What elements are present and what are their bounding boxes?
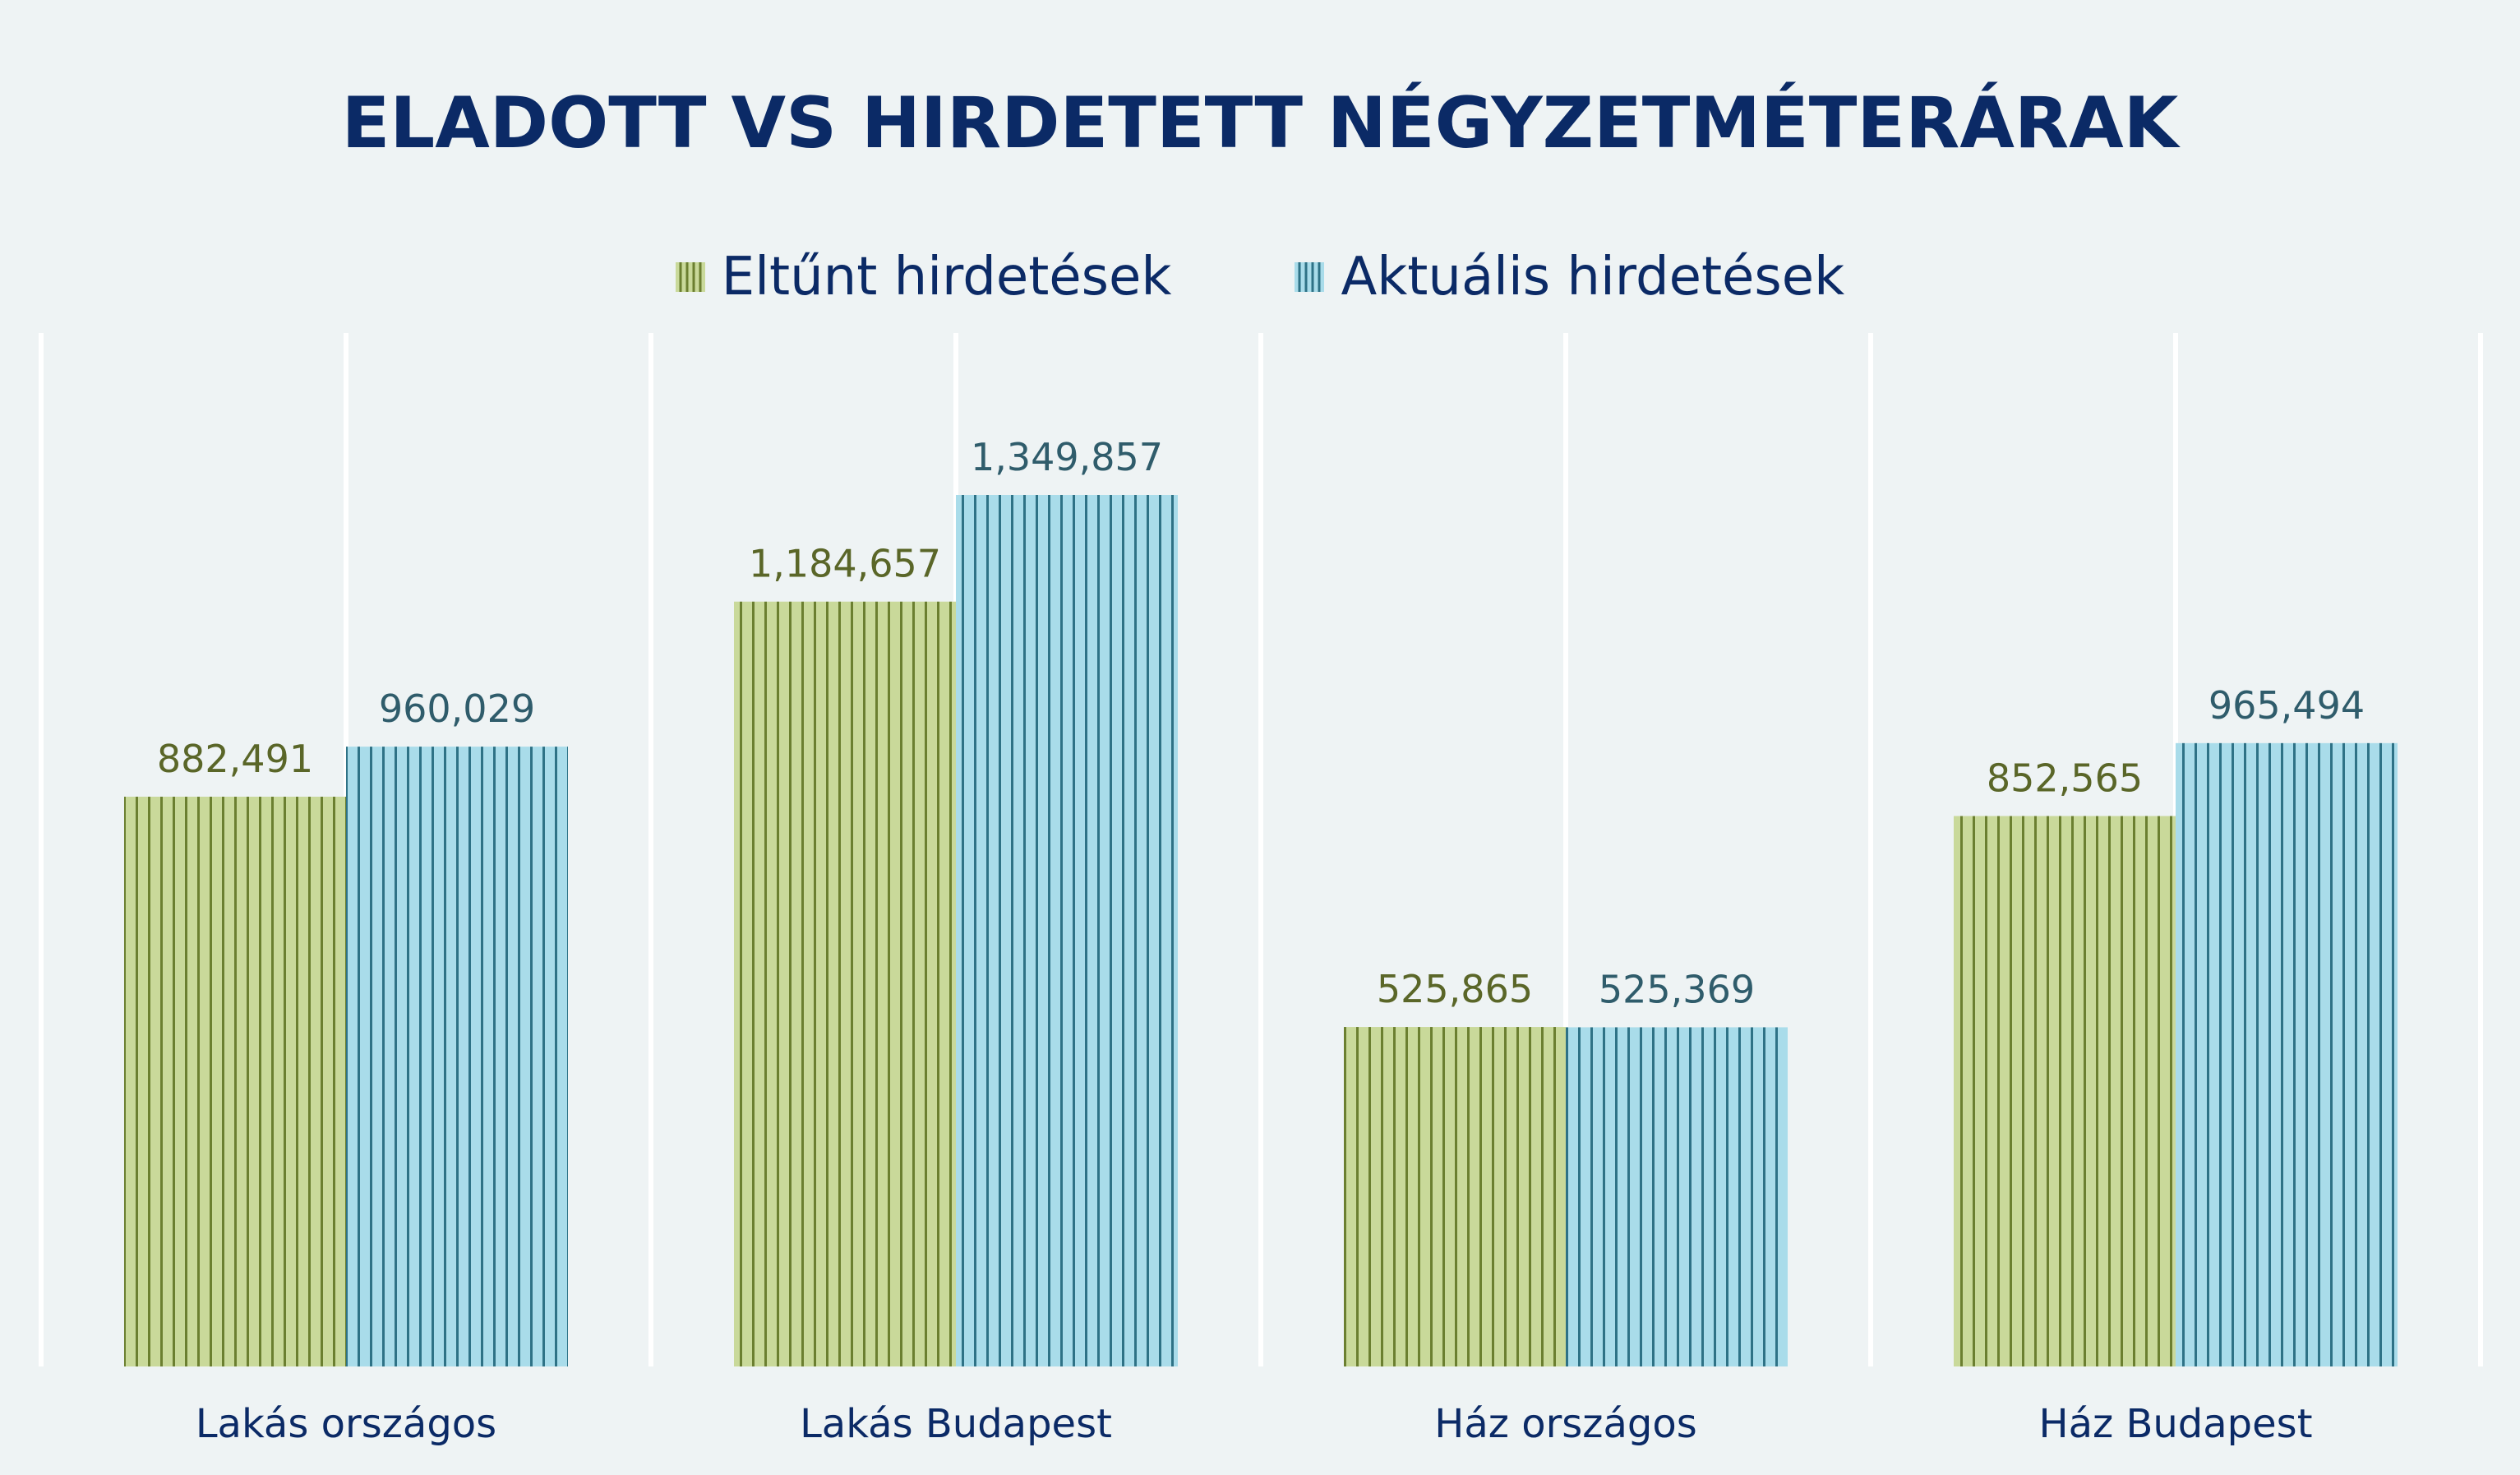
legend-swatch-eltunt	[675, 262, 705, 292]
legend-label-aktualis: Aktuális hirdetések	[1341, 247, 1845, 307]
bar-aktualis-3	[1566, 1027, 1788, 1366]
chart-title: ELADOTT VS HIRDETETT NÉGYZETMÉTERÁRAK	[341, 82, 2179, 164]
legend-swatch-aktualis	[1295, 262, 1325, 292]
data-label-aktualis-4: 965,494	[2208, 683, 2365, 728]
x-tick-label-4: Ház Budapest	[2038, 1401, 2312, 1447]
x-tick-label-2: Lakás Budapest	[800, 1401, 1112, 1447]
legend: Eltűnt hirdetések Aktuális hirdetések	[0, 247, 2520, 307]
bar-eltunt-2	[734, 601, 956, 1366]
bar-aktualis-2	[956, 495, 1178, 1366]
bar-eltunt-4	[1954, 816, 2176, 1366]
data-label-aktualis-3: 525,369	[1599, 967, 1755, 1011]
legend-item-eltunt: Eltűnt hirdetések	[675, 247, 1172, 307]
bar-eltunt-1	[124, 797, 346, 1366]
legend-label-eltunt: Eltűnt hirdetések	[721, 247, 1172, 307]
x-tick-label-3: Ház országos	[1434, 1401, 1697, 1447]
x-tick-label-1: Lakás országos	[196, 1401, 496, 1447]
bar-aktualis-1	[346, 747, 568, 1366]
data-label-eltunt-3: 525,865	[1377, 967, 1533, 1011]
data-label-eltunt-4: 852,565	[1987, 756, 2143, 801]
legend-item-aktualis: Aktuális hirdetések	[1295, 247, 1844, 307]
data-label-aktualis-2: 1,349,857	[971, 435, 1163, 479]
bar-eltunt-3	[1344, 1027, 1566, 1366]
data-label-aktualis-1: 960,029	[379, 687, 535, 731]
bar-aktualis-4	[2176, 742, 2398, 1366]
data-label-eltunt-2: 1,184,657	[749, 542, 941, 586]
data-label-eltunt-1: 882,491	[157, 737, 313, 781]
